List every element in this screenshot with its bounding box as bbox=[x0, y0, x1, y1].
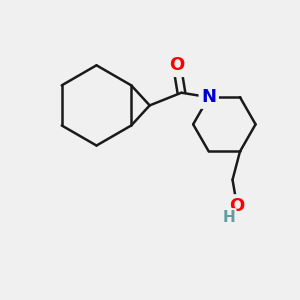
Text: H: H bbox=[222, 210, 235, 225]
Text: O: O bbox=[169, 56, 184, 74]
Text: N: N bbox=[201, 88, 216, 106]
Text: O: O bbox=[230, 197, 244, 215]
